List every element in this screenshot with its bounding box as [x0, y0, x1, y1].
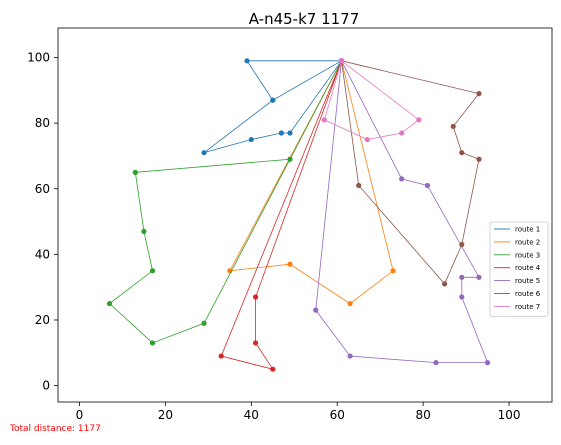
plot-frame	[57, 27, 553, 403]
x-tick-label: 80	[415, 408, 430, 422]
total-distance-label: Total distance: 1177	[10, 424, 101, 434]
route-point	[399, 176, 405, 182]
route-7	[321, 58, 422, 143]
route-point	[253, 294, 259, 300]
route-1	[201, 58, 345, 156]
route-line	[229, 60, 394, 305]
route-3	[106, 58, 345, 346]
route-point	[132, 169, 138, 175]
route-6	[338, 58, 482, 287]
y-axis: 0 20 40 60 80 100	[27, 51, 58, 393]
route-point	[459, 150, 465, 156]
route-point	[218, 353, 224, 359]
y-tick-label: 100	[27, 51, 50, 65]
route-point	[459, 274, 465, 280]
route-point	[270, 97, 276, 103]
x-tick-label: 60	[330, 408, 345, 422]
legend-label: route 4	[515, 264, 541, 272]
route-2	[227, 58, 396, 307]
legend-label: route 6	[515, 290, 541, 298]
x-tick-label: 40	[244, 408, 259, 422]
route-point	[390, 268, 396, 274]
route-point	[287, 156, 293, 162]
route-point	[476, 274, 482, 280]
route-point	[149, 340, 156, 346]
x-tick-label: 0	[76, 408, 84, 422]
y-tick-label: 0	[42, 379, 50, 393]
route-point	[338, 58, 345, 64]
route-line	[108, 60, 342, 344]
route-point	[484, 360, 491, 366]
legend: route 1 route 2 route 3 route 4 route 5 route…	[489, 221, 549, 317]
y-tick-label: 60	[35, 182, 50, 196]
route-point	[476, 91, 482, 97]
legend-box	[489, 221, 549, 317]
route-5	[313, 58, 491, 366]
route-point	[424, 182, 431, 189]
chart-title: A-n45-k7 1177	[249, 10, 360, 28]
route-point	[141, 228, 147, 235]
route-point	[321, 117, 327, 123]
legend-label: route 3	[515, 251, 540, 259]
route-point	[442, 281, 448, 287]
route-point	[253, 340, 259, 346]
legend-label: route 7	[515, 303, 540, 311]
routes-layer	[106, 58, 491, 372]
route-point	[459, 294, 465, 300]
route-line	[341, 60, 480, 285]
route-point	[416, 117, 422, 123]
route-line	[323, 60, 420, 140]
route-line	[220, 60, 342, 370]
y-tick-label: 40	[35, 247, 50, 261]
route-point	[201, 320, 207, 326]
legend-label: route 5	[515, 277, 540, 285]
route-point	[433, 360, 439, 366]
route-point	[248, 136, 254, 143]
legend-label: route 2	[515, 238, 540, 246]
x-axis: 0 20 40 60 80 100	[76, 402, 521, 422]
y-tick-label: 20	[35, 313, 50, 327]
route-line	[203, 60, 343, 154]
route-point	[106, 300, 113, 307]
route-point	[313, 307, 319, 313]
route-point	[287, 261, 293, 267]
legend-label: route 1	[515, 226, 540, 234]
route-point	[270, 366, 276, 372]
route-point	[149, 268, 156, 274]
route-point	[476, 156, 482, 162]
route-point	[347, 300, 353, 307]
route-point	[278, 130, 284, 136]
route-point	[244, 58, 250, 64]
route-point	[399, 130, 405, 136]
x-tick-label: 20	[158, 408, 173, 422]
x-tick-label: 100	[498, 408, 521, 422]
route-point	[287, 130, 293, 136]
y-tick-label: 80	[35, 116, 50, 130]
route-point	[450, 123, 456, 130]
route-point	[201, 150, 207, 156]
route-point	[459, 241, 465, 248]
route-point	[364, 136, 370, 143]
route-line	[315, 60, 489, 364]
route-point	[356, 182, 362, 189]
route-point	[347, 353, 353, 359]
